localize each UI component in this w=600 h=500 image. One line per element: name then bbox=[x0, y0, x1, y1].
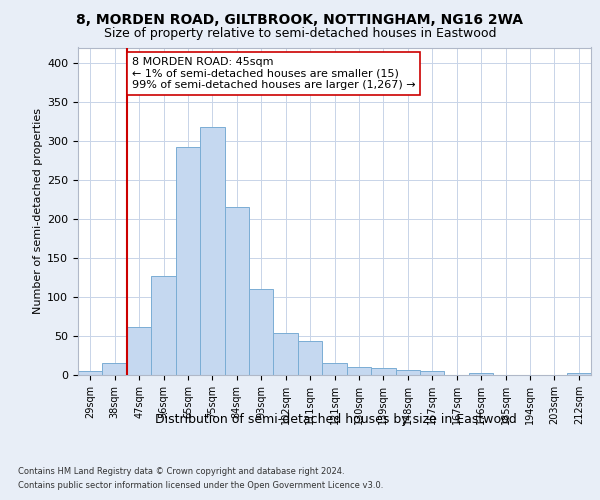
Bar bbox=[249, 289, 274, 375]
Bar bbox=[469, 374, 493, 375]
Bar bbox=[371, 368, 395, 375]
Bar bbox=[78, 371, 103, 375]
Bar bbox=[420, 371, 445, 375]
Bar bbox=[322, 364, 347, 375]
Bar bbox=[224, 208, 249, 375]
Bar bbox=[127, 326, 151, 375]
Text: Contains HM Land Registry data © Crown copyright and database right 2024.: Contains HM Land Registry data © Crown c… bbox=[18, 468, 344, 476]
Bar bbox=[566, 374, 591, 375]
Bar bbox=[200, 127, 224, 375]
Y-axis label: Number of semi-detached properties: Number of semi-detached properties bbox=[33, 108, 43, 314]
Bar bbox=[298, 340, 322, 375]
Text: 8, MORDEN ROAD, GILTBROOK, NOTTINGHAM, NG16 2WA: 8, MORDEN ROAD, GILTBROOK, NOTTINGHAM, N… bbox=[77, 12, 523, 26]
Bar bbox=[176, 146, 200, 375]
Text: Contains public sector information licensed under the Open Government Licence v3: Contains public sector information licen… bbox=[18, 481, 383, 490]
Bar bbox=[395, 370, 420, 375]
Text: 8 MORDEN ROAD: 45sqm
← 1% of semi-detached houses are smaller (15)
99% of semi-d: 8 MORDEN ROAD: 45sqm ← 1% of semi-detach… bbox=[132, 57, 415, 90]
Bar bbox=[103, 364, 127, 375]
Bar bbox=[151, 276, 176, 375]
Text: Distribution of semi-detached houses by size in Eastwood: Distribution of semi-detached houses by … bbox=[155, 412, 517, 426]
Bar bbox=[347, 367, 371, 375]
Bar bbox=[274, 333, 298, 375]
Text: Size of property relative to semi-detached houses in Eastwood: Size of property relative to semi-detach… bbox=[104, 28, 496, 40]
